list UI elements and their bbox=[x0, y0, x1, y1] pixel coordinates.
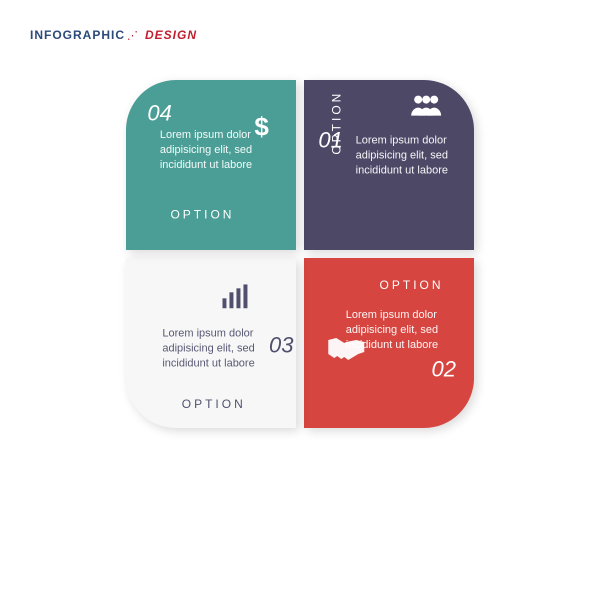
segment-number: 01 bbox=[318, 125, 342, 155]
segment-left: $ Lorem ipsum dolor adipisicing elit, se… bbox=[126, 80, 296, 250]
chart-icon bbox=[222, 284, 248, 313]
segment-top: OPTION Lorem ipsum dolor adipisicing eli… bbox=[304, 80, 474, 250]
people-icon bbox=[409, 94, 443, 123]
option-label: OPTION bbox=[380, 277, 444, 293]
segment-number: 04 bbox=[147, 99, 171, 129]
segment-body: Lorem ipsum dolor adipisicing elit, sed … bbox=[356, 134, 474, 179]
option-label: OPTION bbox=[182, 396, 246, 412]
segment-right: OPTION Lorem ipsum dolor adipisicing eli… bbox=[304, 258, 474, 428]
option-label: OPTION bbox=[170, 206, 234, 222]
diamond-infographic: OPTION Lorem ipsum dolor adipisicing eli… bbox=[0, 0, 600, 600]
segment-number: 02 bbox=[431, 354, 455, 384]
segment-body: Lorem ipsum dolor adipisicing elit, sed … bbox=[160, 128, 286, 173]
handshake-icon bbox=[326, 336, 366, 365]
segment-body: Lorem ipsum dolor adipisicing elit, sed … bbox=[162, 327, 290, 372]
segment-bottom: 03 Lorem ipsum dolor adipisicing elit, s… bbox=[126, 258, 296, 428]
